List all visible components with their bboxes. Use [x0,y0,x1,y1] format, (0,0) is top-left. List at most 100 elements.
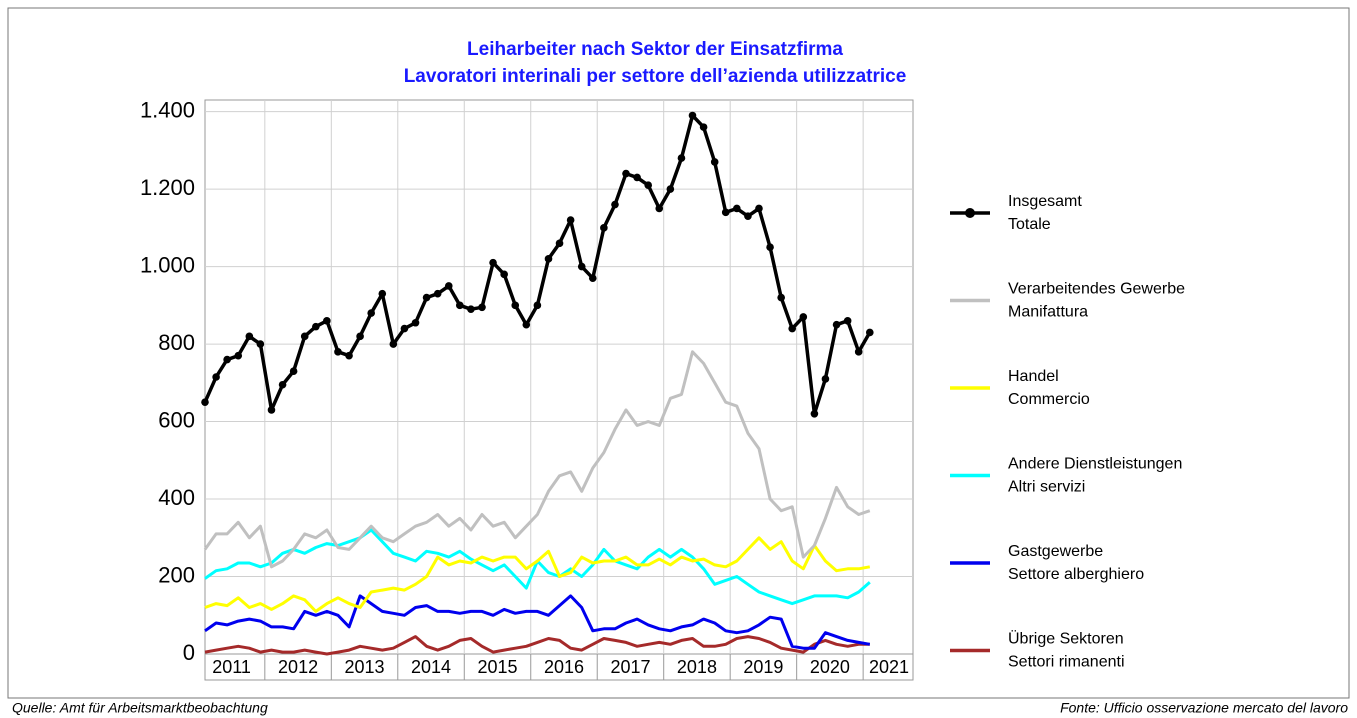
data-point [300,332,309,341]
series-line [203,350,871,569]
legend-label: Verarbeitendes Gewerbe [1008,281,1185,298]
source-left: Quelle: Amt für Arbeitsmarktbeobachtung [12,700,268,716]
data-point [278,380,287,389]
legend-label: Totale [1008,216,1051,233]
x-tick-label: 2021 [869,657,909,677]
data-point [699,123,708,131]
data-point [666,185,675,193]
legend-label: Manifattura [1008,304,1088,321]
data-point [688,111,697,120]
data-point [821,375,830,383]
data-point [622,169,630,178]
data-point [544,255,553,263]
data-point [478,303,486,312]
data-point [655,204,664,213]
data-point [577,262,586,271]
data-point [256,340,265,348]
y-tick-label: 400 [158,485,195,510]
data-point [444,282,453,290]
data-point [389,340,398,348]
chart-title: Leiharbeiter nach Sektor der Einsatzfirm… [467,39,843,60]
x-tick-label: 2013 [345,657,385,677]
source-right: Fonte: Ufficio osservazione mercato del … [1060,700,1348,716]
y-tick-label: 0 [183,640,195,665]
plot-area [204,99,914,655]
data-point [312,322,320,331]
data-point [234,351,243,360]
data-point [433,289,442,298]
legend-label: Gastgewerbe [1008,543,1103,560]
data-point [611,200,619,209]
x-axis-band [204,653,914,681]
data-point [533,301,542,310]
legend-label: Andere Dienstleistungen [1008,456,1182,473]
y-tick-label: 200 [158,562,195,587]
legend-label: Übrige Sektoren [1008,630,1124,648]
data-point [566,216,575,224]
data-point [588,274,597,283]
data-point [766,243,774,252]
legend-label: Altri servizi [1008,479,1085,496]
data-point [644,181,653,190]
data-point [345,351,353,360]
x-tick-label: 2014 [411,657,451,677]
data-point [467,305,475,314]
data-point [267,406,276,414]
data-point [710,158,719,166]
x-tick-label: 2018 [677,657,717,677]
data-point [245,332,254,341]
series-line [204,635,870,656]
series-line [204,594,871,650]
legend-label: Settore alberghiero [1008,566,1144,583]
x-tick-label: 2016 [544,657,584,677]
x-tick-label: 2012 [278,657,318,677]
data-point [367,309,375,317]
legend-label: Handel [1008,368,1059,385]
legend-marker [965,208,975,218]
x-tick-label: 2017 [610,657,650,677]
data-point [854,348,863,356]
x-tick-label: 2020 [810,657,850,677]
data-point [799,313,808,321]
x-tick-label: 2015 [477,657,517,677]
y-tick-label: 600 [158,407,195,432]
data-point [522,320,531,329]
y-tick-label: 800 [158,330,195,355]
data-point [677,154,686,162]
data-point [755,204,763,213]
data-point [744,212,752,221]
data-point [400,324,409,333]
series-line [204,536,871,613]
data-point [500,270,508,279]
data-point [721,208,730,217]
data-point [865,328,874,337]
data-point [788,324,797,333]
data-point [600,224,608,232]
y-tick-label: 1.000 [140,252,195,277]
data-point [201,398,209,406]
x-tick-label: 2011 [212,657,251,677]
data-point [810,410,819,418]
legend-label: Settori rimanenti [1008,654,1125,671]
data-point [323,317,331,325]
data-point [489,258,497,267]
data-point [511,301,520,310]
data-point [843,317,852,325]
x-tick-label: 2019 [743,657,783,677]
legend-label: Insgesamt [1008,193,1082,210]
data-point [356,332,364,341]
data-point [456,301,464,310]
chart-subtitle: Lavoratori interinali per settore dell’a… [404,66,907,87]
data-point [289,367,298,375]
y-tick-label: 1.200 [140,175,195,200]
data-point [422,293,431,302]
data-point [378,289,387,298]
data-point [733,204,741,213]
data-point [411,318,420,327]
data-point [633,173,641,182]
data-point [223,355,231,364]
y-tick-label: 1.400 [140,97,195,122]
data-point [777,293,785,302]
data-point [555,239,564,248]
